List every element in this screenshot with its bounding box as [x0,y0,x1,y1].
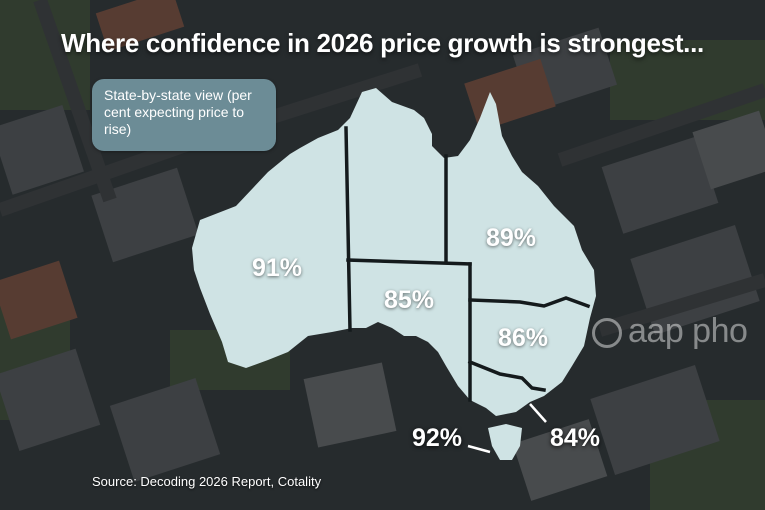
aap-logo-icon [592,318,622,348]
legend-box: State-by-state view (per cent expecting … [92,79,276,151]
tasmania-shape [488,424,522,460]
legend-text: State-by-state view (per cent expecting … [104,87,252,137]
border-nsw-vic [467,359,547,393]
source-note: Source: Decoding 2026 Report, Cotality [92,474,322,489]
chart-title: Where confidence in 2026 price growth is… [61,28,704,58]
state-value-sa: 85% [384,286,435,314]
state-value-vic: 84% [550,424,601,452]
vic-leader-line [529,403,547,423]
mainland-shape [192,88,596,416]
border-nt-sa [346,258,472,266]
tas-leader-line [467,444,491,454]
state-value-wa: 91% [252,254,303,282]
state-value-tas: 92% [412,424,463,452]
border-wa [344,126,352,332]
state-value-qld: 89% [486,224,537,252]
state-value-nsw: 86% [498,324,549,352]
watermark: aap pho [628,312,748,350]
border-qld-nsw [468,296,591,309]
